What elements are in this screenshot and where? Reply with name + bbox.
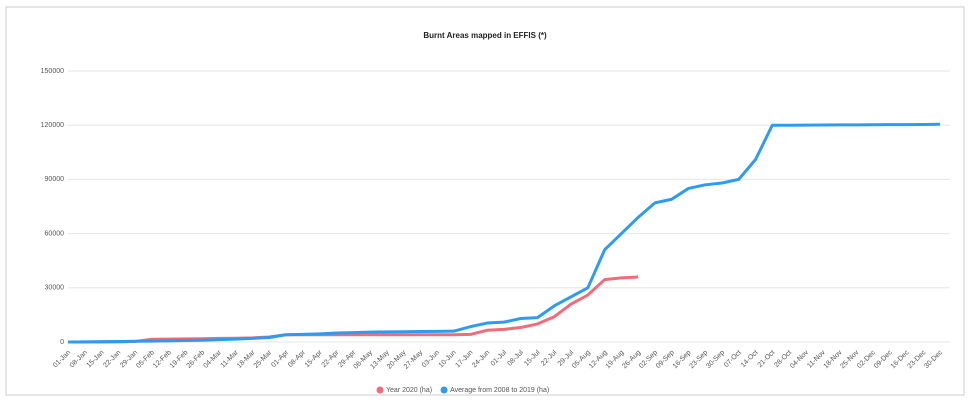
y-tick-label: 30000 (45, 285, 65, 292)
line-series (67, 122, 941, 344)
legend-label: Average from 2008 to 2019 (ha) (450, 387, 549, 394)
legend-label: Year 2020 (ha) (386, 387, 432, 394)
legend-marker (440, 386, 448, 394)
legend-marker (376, 386, 384, 394)
y-tick-label: 0 (60, 339, 64, 346)
y-tick-label: 60000 (45, 230, 65, 237)
line-series (68, 275, 639, 344)
y-tick-label: 150000 (41, 68, 64, 75)
chart-title: Burnt Areas mapped in EFFIS (*) (423, 31, 547, 40)
y-tick-label: 120000 (41, 122, 64, 129)
frame (5, 6, 965, 396)
y-tick-label: 90000 (45, 176, 65, 183)
